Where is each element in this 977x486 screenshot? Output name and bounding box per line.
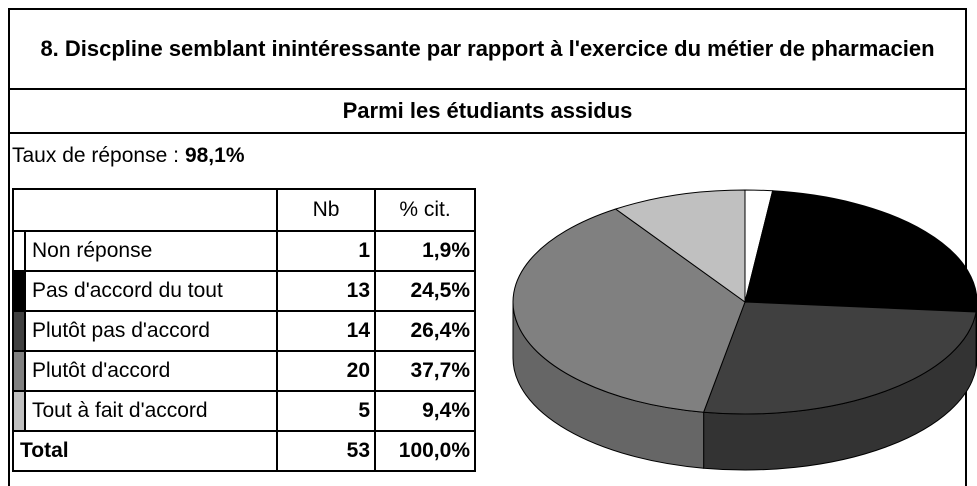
table-row: Non réponse 1 1,9% bbox=[12, 230, 476, 272]
total-count: 53 bbox=[276, 430, 376, 472]
results-table: Nb % cit. Non réponse 1 1,9% Pas d'accord d… bbox=[12, 188, 476, 472]
total-row: Total 53 100,0% bbox=[12, 430, 476, 472]
total-label: Total bbox=[12, 430, 278, 472]
percent: 1,9% bbox=[374, 230, 476, 272]
count: 14 bbox=[276, 310, 376, 352]
table-row: Plutôt pas d'accord 14 26,4% bbox=[12, 310, 476, 352]
legend-swatch bbox=[12, 310, 26, 352]
response-rate-label: Taux de réponse : bbox=[12, 144, 179, 167]
percent: 37,7% bbox=[374, 350, 476, 392]
total-percent: 100,0% bbox=[374, 430, 476, 472]
legend-swatch bbox=[12, 350, 26, 392]
percent: 26,4% bbox=[374, 310, 476, 352]
percent: 9,4% bbox=[374, 390, 476, 432]
response-rate: Taux de réponse :98,1% bbox=[12, 144, 245, 168]
pie-slice bbox=[702, 301, 977, 415]
category-label: Plutôt pas d'accord bbox=[24, 310, 278, 352]
pie-slice bbox=[512, 208, 746, 413]
category-label: Tout à fait d'accord bbox=[24, 390, 278, 432]
count: 1 bbox=[276, 230, 376, 272]
count: 20 bbox=[276, 350, 376, 392]
table-row: Pas d'accord du tout 13 24,5% bbox=[12, 270, 476, 312]
report-frame: 8. Discpline semblant inintéressante par… bbox=[8, 8, 967, 486]
count: 5 bbox=[276, 390, 376, 432]
table-row: Tout à fait d'accord 5 9,4% bbox=[12, 390, 476, 432]
header-cell bbox=[12, 188, 278, 232]
subtitle: Parmi les étudiants assidus bbox=[10, 90, 965, 134]
legend-swatch bbox=[12, 390, 26, 432]
header-cell: % cit. bbox=[374, 188, 476, 232]
title: 8. Discpline semblant inintéressante par… bbox=[10, 10, 965, 90]
count: 13 bbox=[276, 270, 376, 312]
percent: 24,5% bbox=[374, 270, 476, 312]
header-row: Nb % cit. bbox=[12, 188, 476, 232]
category-label: Plutôt d'accord bbox=[24, 350, 278, 392]
legend-swatch bbox=[12, 270, 26, 312]
pie-slice bbox=[744, 190, 977, 313]
category-label: Non réponse bbox=[24, 230, 278, 272]
category-label: Pas d'accord du tout bbox=[24, 270, 278, 312]
table-row: Plutôt d'accord 20 37,7% bbox=[12, 350, 476, 392]
legend-swatch bbox=[12, 230, 26, 272]
response-rate-value: 98,1% bbox=[184, 144, 245, 167]
pie-chart bbox=[512, 189, 977, 471]
pie-slice bbox=[614, 189, 746, 303]
header-cell: Nb bbox=[276, 188, 376, 232]
